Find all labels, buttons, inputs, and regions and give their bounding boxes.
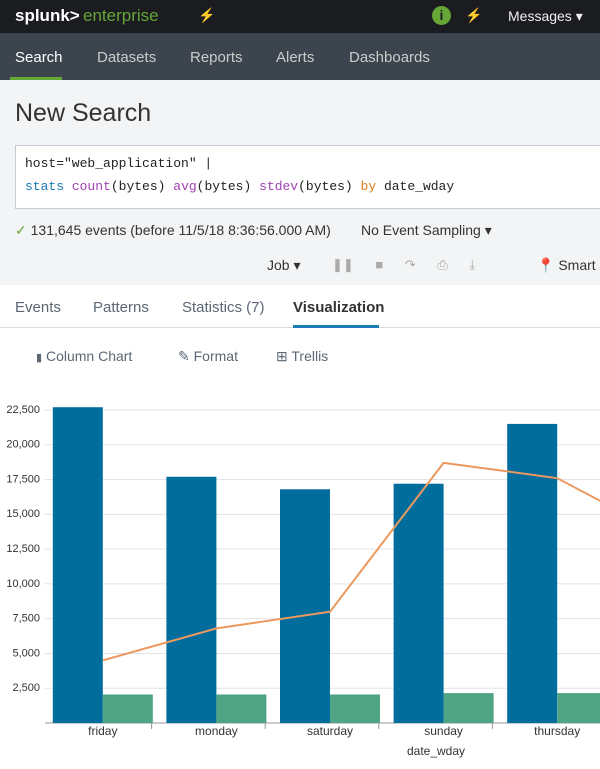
chart-type-menu[interactable]: ▮ Column Chart — [36, 348, 133, 364]
logo-product[interactable]: enterprise — [83, 6, 159, 25]
sampling-menu[interactable]: No Event Sampling ▾ — [361, 222, 492, 238]
query-token: (bytes) — [196, 179, 252, 194]
bar — [102, 694, 153, 723]
active-tab-underline — [293, 325, 379, 328]
x-tick-label: friday — [88, 724, 117, 738]
activity-icon[interactable]: ⚡ — [198, 7, 216, 23]
x-axis-title: date_wday — [407, 744, 465, 758]
line — [102, 461, 600, 662]
sampling-label: No Event Sampling — [361, 222, 481, 238]
mode-label: Smart M — [558, 257, 600, 273]
y-tick-label: 7,500 — [12, 613, 40, 625]
bar — [507, 423, 558, 723]
format-menu[interactable]: ✎ Format — [178, 348, 238, 364]
y-tick-label: 15,000 — [6, 508, 40, 520]
query-token: avg — [173, 179, 197, 194]
bar — [393, 483, 444, 723]
event-count-text: 131,645 events (before 11/5/18 8:36:56.0… — [30, 222, 331, 238]
bar — [52, 407, 103, 723]
top-bar: splunk> enterprise ⚡ i ⚡ Messages ▾ — [0, 0, 600, 33]
trellis-label: Trellis — [291, 348, 329, 364]
y-tick-label: 12,500 — [6, 543, 40, 555]
y-tick-label: 17,500 — [6, 473, 40, 485]
query-token: date_wday — [383, 179, 455, 194]
y-tick-label: 5,000 — [12, 647, 40, 659]
messages-label: Messages — [508, 8, 572, 24]
x-tick-label: sunday — [424, 724, 463, 738]
event-count: ✓ 131,645 events (before 11/5/18 8:36:56… — [15, 222, 331, 238]
info-icon[interactable]: i — [432, 6, 451, 25]
query-token: stats — [25, 179, 65, 194]
bar — [216, 694, 267, 723]
y-tick-label: 2,500 — [12, 682, 40, 694]
chart-type-label: Column Chart — [45, 348, 133, 364]
active-tab-underline — [10, 77, 62, 80]
job-label: Job — [267, 257, 290, 273]
nav-tab[interactable]: Search — [15, 49, 63, 66]
query-token: (bytes) — [110, 179, 166, 194]
y-tick-label: 22,500 — [6, 404, 40, 416]
bar — [557, 693, 600, 723]
query-line: stats count(bytes) avg(bytes) stdev(byte… — [25, 179, 454, 194]
x-tick-label: thursday — [534, 724, 580, 738]
search-bar[interactable]: host="web_application" | stats count(byt… — [15, 145, 600, 209]
result-tab[interactable]: Statistics (7) — [182, 299, 265, 316]
query-token: by — [360, 179, 377, 194]
bar — [443, 693, 494, 723]
nav-tab[interactable]: Reports — [190, 49, 243, 66]
trellis-menu[interactable]: ⊞ Trellis — [276, 348, 329, 364]
page-title: New Search — [15, 99, 152, 127]
query-token: stdev — [259, 179, 299, 194]
bar — [166, 476, 217, 723]
x-tick-label: saturday — [307, 724, 353, 738]
chart: 2,500 5,000 7,500 10,000 12,500 15,000 17,500 2… — [6, 404, 600, 758]
messages-menu[interactable]: Messages ▾ — [508, 8, 583, 24]
result-tab[interactable]: Visualization — [293, 299, 385, 316]
query-token: (bytes) — [298, 179, 353, 194]
format-label: Format — [193, 348, 238, 364]
bar — [330, 694, 380, 723]
query-token: count — [71, 179, 111, 194]
x-tick-label: monday — [195, 724, 238, 738]
job-menu[interactable]: Job ▾ — [267, 257, 301, 273]
logo[interactable]: splunk> — [15, 6, 80, 25]
activity-icon[interactable]: ⚡ — [465, 7, 483, 23]
nav-tab[interactable]: Alerts — [276, 49, 315, 66]
app-nav: Search Datasets Reports Alerts Dashboards — [0, 33, 600, 80]
result-tab[interactable]: Patterns — [93, 299, 149, 316]
y-tick-label: 10,000 — [6, 578, 40, 590]
job-controls[interactable]: ❚❚ ■ ↷ ⎙ ⤓ — [332, 257, 476, 272]
y-tick-label: 20,000 — [6, 439, 40, 451]
nav-tab[interactable]: Dashboards — [349, 49, 430, 66]
nav-tab[interactable]: Datasets — [97, 49, 157, 66]
mode-menu[interactable]: 📍 Smart M — [537, 257, 600, 274]
result-tab[interactable]: Events — [15, 299, 61, 316]
query-line: host="web_application" | — [25, 156, 213, 171]
bar — [280, 489, 330, 723]
